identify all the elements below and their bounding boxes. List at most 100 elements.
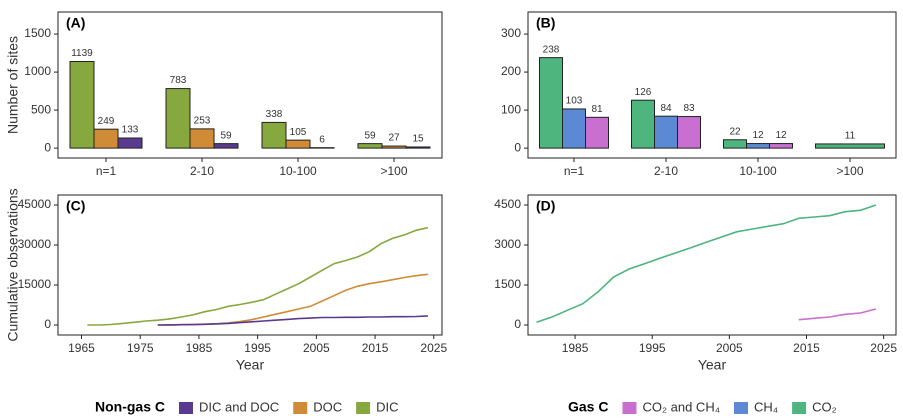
bar [405,146,431,149]
bar [93,128,119,149]
legend-label: DIC and DOC [199,399,279,414]
data-label: 238 [543,44,560,55]
bar [381,145,407,149]
data-label: 338 [266,109,283,120]
x-tick-label: n=1 [564,164,585,178]
panel-label: (B) [536,15,555,31]
y-tick-label: 3000 [494,237,521,251]
x-tick-label: >100 [836,164,863,178]
legend-swatch [734,402,749,414]
legend-label: DIC [376,399,398,414]
y-tick-label: 4500 [494,197,521,211]
legend-label: CH₄ [754,399,778,414]
x-tick-label: 2025 [420,341,447,355]
bar [189,128,215,149]
panel-frame [527,11,897,159]
legend-swatch [179,402,193,414]
x-axis-label: Year [698,357,727,373]
bar [285,139,311,149]
data-label: 84 [660,103,672,114]
data-label: 103 [566,96,583,107]
data-label: 105 [290,127,307,138]
bar [585,116,609,149]
y-tick-label: 100 [501,102,521,116]
data-label: 81 [591,104,603,115]
panel-frame [57,194,443,336]
x-tick-label: 2005 [716,341,743,355]
data-label: 12 [775,130,787,141]
data-label: 1139 [71,48,93,59]
x-tick-label: 1975 [127,341,154,355]
legend-label: DOC [313,399,342,414]
legend-swatch [293,402,308,414]
x-tick-label: >100 [380,164,407,178]
data-label: 27 [388,133,400,144]
data-label: 249 [98,116,115,127]
series-line: DIC and DOC [157,315,428,326]
bar [746,143,770,149]
data-label: 15 [412,134,424,145]
bar [357,143,383,149]
data-label: 253 [194,116,211,127]
bar [631,99,655,149]
y-tick-label: 1500 [494,277,521,291]
x-tick-label: 2025 [870,341,897,355]
data-label: 59 [220,130,232,141]
bar [654,115,678,149]
legend-title: Non-gas C [95,399,165,415]
x-tick-label: 2-10 [654,164,678,178]
y-axis-label: Cumulative observations [5,188,21,341]
y-tick-label: 0 [514,140,521,154]
legend-swatch [356,402,371,414]
x-tick-label: 2005 [303,341,330,355]
x-tick-label: 10-100 [279,164,317,178]
series-line: CO₂ and CH₄ [798,308,877,321]
data-label: 6 [319,134,325,145]
y-tick-label: 0 [44,140,51,154]
data-label: 11 [845,131,856,142]
y-tick-label: 0 [514,317,521,331]
y-tick-label: 300 [501,26,521,40]
x-tick-label: 1985 [186,341,213,355]
x-tick-label: 1995 [244,341,271,355]
x-tick-label: 1995 [639,341,666,355]
y-tick-label: 0 [44,317,51,331]
panel-label: (C) [66,198,85,214]
x-tick-label: 2-10 [190,164,214,178]
legend-swatch [792,402,807,414]
bar [117,137,143,149]
legend-swatch [622,402,637,414]
y-tick-label: 1000 [24,64,51,78]
bar [769,143,793,149]
y-tick-label: 45000 [18,197,52,211]
bar [815,143,885,149]
x-tick-label: 1965 [68,341,95,355]
bar [69,61,95,149]
y-axis-label: Number of sites [5,36,21,134]
data-label: 133 [122,125,139,136]
y-tick-label: 30000 [18,237,52,251]
x-tick-label: n=1 [96,164,117,178]
x-tick-label: 2015 [362,341,389,355]
data-label: 12 [752,130,764,141]
y-tick-label: 200 [501,64,521,78]
data-label: 22 [729,126,741,137]
bar [677,116,701,149]
x-tick-label: 2015 [793,341,820,355]
legend-title: Gas C [568,399,608,415]
series-line: CO₂ [536,204,877,324]
x-axis-label: Year [236,357,265,373]
bar [562,108,586,149]
data-label: 783 [170,75,187,86]
bar [539,57,563,149]
data-label: 126 [635,87,652,98]
legend-label: CO₂ [812,399,837,414]
data-label: 83 [683,103,695,114]
panel-frame [527,194,897,336]
bar [213,143,239,149]
panel-frame [57,11,443,159]
y-tick-label: 1500 [24,26,51,40]
legend-label: CO₂ and CH₄ [642,399,720,414]
y-tick-label: 15000 [18,277,52,291]
